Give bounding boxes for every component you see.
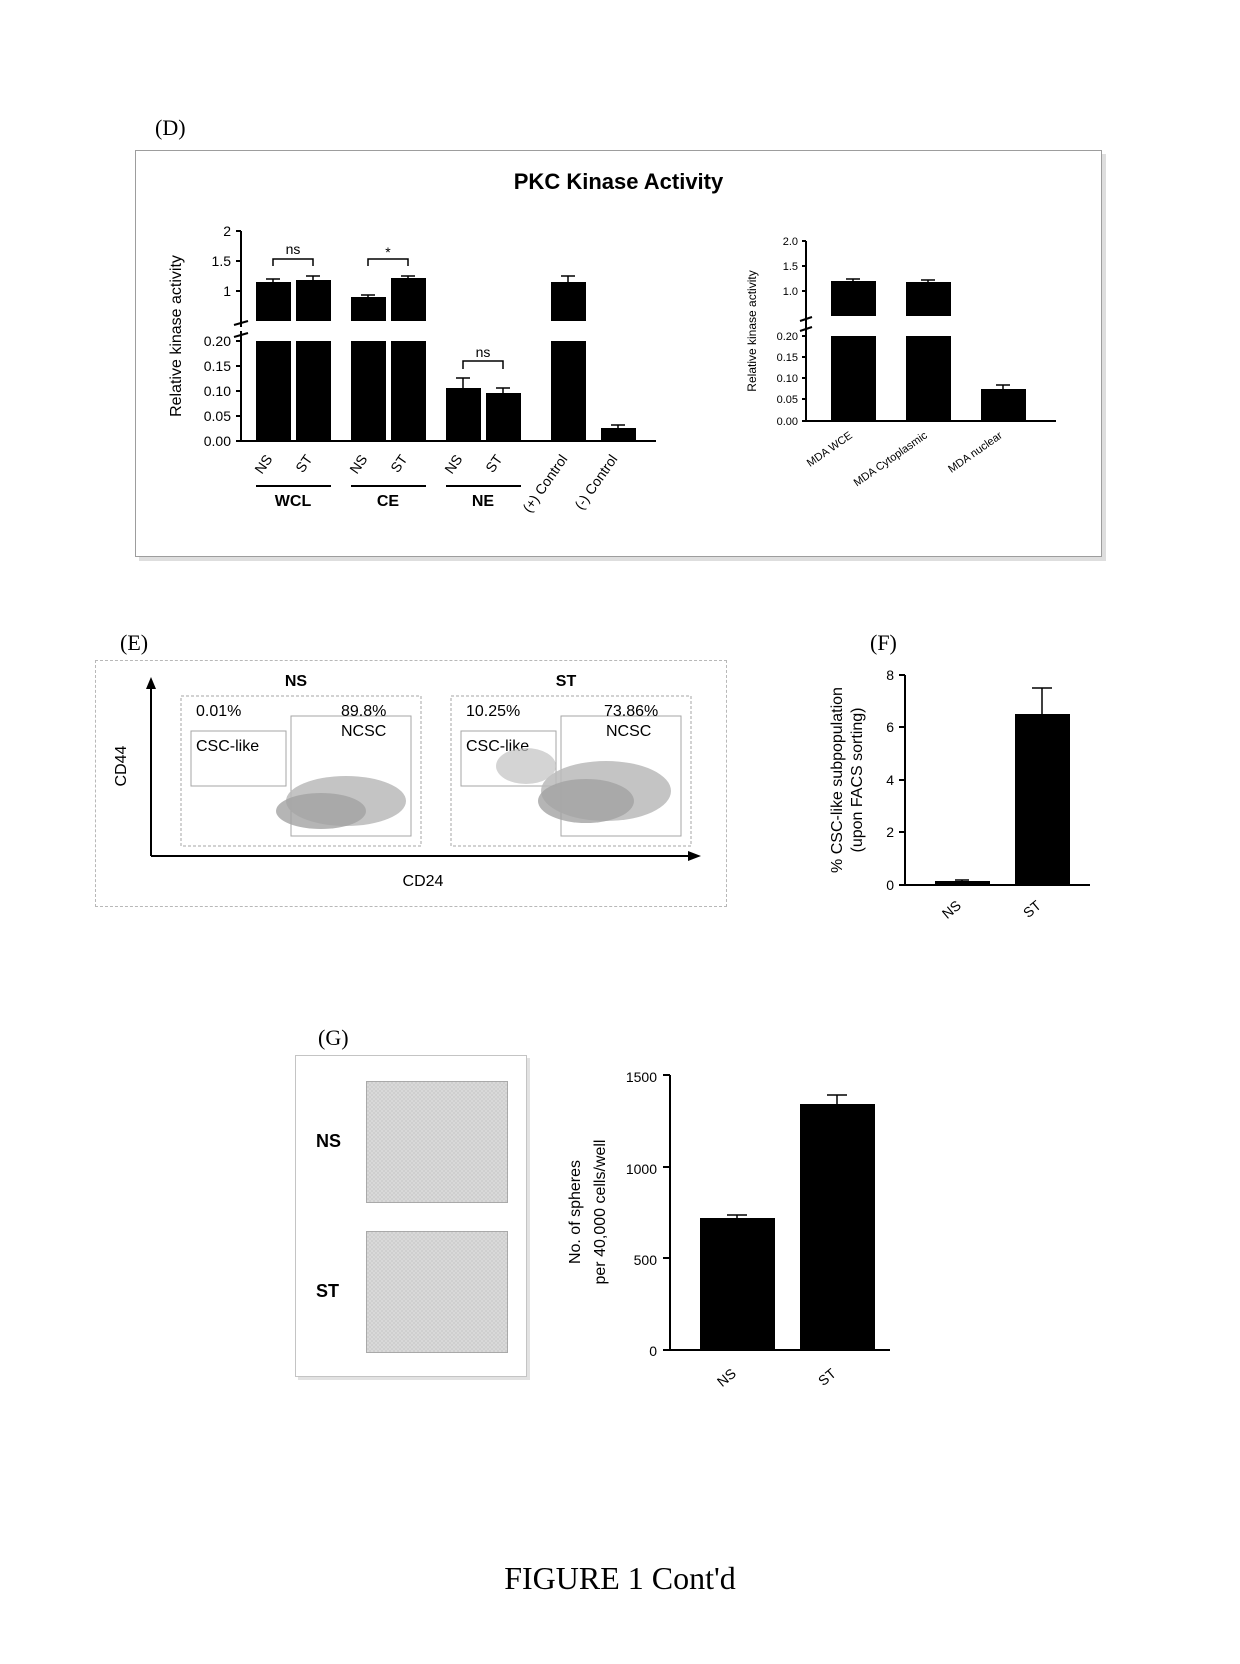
xlab-mda-nuc: MDA nuclear <box>946 429 1005 475</box>
facs-plots: CD44 CD24 NS 0.01% CSC-like 89.8% NCSC S… <box>96 661 726 906</box>
f-ylabel: % CSC-like subpopulation <box>829 687 846 873</box>
micro-ns-label: NS <box>316 1131 341 1152</box>
panel-g-imagebox: NS ST <box>295 1055 527 1377</box>
csc-pct-chart: 0 2 4 6 8 % CSC-like subpopulation (upon… <box>810 655 1120 965</box>
facs-ns-csc-name: CSC-like <box>196 738 259 755</box>
svg-text:2.0: 2.0 <box>783 236 798 248</box>
micro-ns-image <box>366 1081 508 1203</box>
ytick-0.20: 0.20 <box>204 333 231 349</box>
xlab-wcl-st: ST <box>292 451 316 475</box>
g-x-st: ST <box>815 1365 839 1389</box>
sphere-chart: 0 500 1000 1500 No. of spheres per 40,00… <box>550 1050 930 1430</box>
grp-wcl: WCL <box>275 493 312 510</box>
f-ysublabel: (upon FACS sorting) <box>849 708 866 853</box>
xlab-ne-ns: NS <box>441 452 465 477</box>
xlab-ce-ns: NS <box>346 452 370 477</box>
g-ylabel: No. of spheres <box>567 1160 584 1264</box>
facs-ns-csc-pct: 0.01% <box>196 703 241 720</box>
svg-text:0.00: 0.00 <box>777 416 798 428</box>
svg-text:0.05: 0.05 <box>777 394 798 406</box>
facs-st-ncsc-name: NCSC <box>606 723 651 740</box>
panel-d-label: (D) <box>155 115 186 141</box>
ytick-0.05: 0.05 <box>204 408 231 424</box>
xlab-ce-st: ST <box>387 451 411 475</box>
d-left-ylabel: Relative kinase activity <box>168 255 185 417</box>
f-x-st: ST <box>1020 897 1044 921</box>
panel-d-container: PKC Kinase Activity 2 1.5 1 0.20 0.15 0.… <box>135 150 1102 557</box>
xlab-negctrl: (-) Control <box>571 452 620 513</box>
svg-text:0.20: 0.20 <box>777 331 798 343</box>
micro-st-image <box>366 1231 508 1353</box>
svg-text:0: 0 <box>649 1343 657 1359</box>
grp-ce: CE <box>377 493 400 510</box>
ytick-2.0: 2 <box>223 223 231 239</box>
panel-e-container: CD44 CD24 NS 0.01% CSC-like 89.8% NCSC S… <box>95 660 727 907</box>
svg-text:1.0: 1.0 <box>783 286 798 298</box>
svg-text:1500: 1500 <box>626 1069 657 1085</box>
d-right-ylabel: Relative kinase activity <box>745 270 759 391</box>
svg-text:0.10: 0.10 <box>777 373 798 385</box>
ytick-0.10: 0.10 <box>204 383 231 399</box>
panel-f-label: (F) <box>870 630 897 656</box>
f-x-ns: NS <box>939 897 964 922</box>
facs-st-title: ST <box>556 673 577 690</box>
svg-text:1000: 1000 <box>626 1161 657 1177</box>
svg-text:6: 6 <box>886 719 894 735</box>
svg-text:0: 0 <box>886 877 894 893</box>
xlab-mda-wce: MDA WCE <box>805 430 855 470</box>
pkc-left-chart: 2 1.5 1 0.20 0.15 0.10 0.05 0.00 Relativ… <box>156 211 686 551</box>
g-ysublabel: per 40,000 cells/well <box>592 1140 609 1285</box>
annot-ce: * <box>385 244 391 260</box>
facs-ns-title: NS <box>285 673 308 690</box>
panel-e-label: (E) <box>120 630 148 656</box>
annot-ne: ns <box>476 344 491 360</box>
svg-text:8: 8 <box>886 667 894 683</box>
annot-wcl: ns <box>286 241 301 257</box>
xlab-posctrl: (+) Control <box>519 452 570 516</box>
xlab-wcl-ns: NS <box>251 452 275 477</box>
facs-ns-ncsc-pct: 89.8% <box>341 703 386 720</box>
svg-text:2: 2 <box>886 824 894 840</box>
ytick-0.00: 0.00 <box>204 433 231 449</box>
g-x-ns: NS <box>714 1365 739 1390</box>
svg-text:1.5: 1.5 <box>783 261 798 273</box>
ytick-1.0: 1 <box>223 283 231 299</box>
facs-ylabel: CD44 <box>113 745 130 786</box>
svg-text:4: 4 <box>886 772 894 788</box>
facs-xlabel: CD24 <box>403 873 444 890</box>
facs-ns-ncsc-name: NCSC <box>341 723 386 740</box>
figure-caption: FIGURE 1 Cont'd <box>504 1560 736 1597</box>
panel-g-label: (G) <box>318 1025 349 1051</box>
facs-st-csc-pct: 10.25% <box>466 703 520 720</box>
grp-ne: NE <box>472 493 495 510</box>
pkc-right-chart: 2.0 1.5 1.0 0.20 0.15 0.10 0.05 0.00 Rel… <box>736 221 1086 521</box>
ytick-1.5: 1.5 <box>212 253 232 269</box>
svg-text:0.15: 0.15 <box>777 352 798 364</box>
xlab-mda-cyto: MDA Cytoplasmic <box>852 429 930 489</box>
facs-st-ncsc-pct: 73.86% <box>604 703 658 720</box>
ytick-0.15: 0.15 <box>204 358 231 374</box>
panel-d-title: PKC Kinase Activity <box>514 169 723 195</box>
micro-st-label: ST <box>316 1281 339 1302</box>
svg-text:500: 500 <box>634 1252 658 1268</box>
xlab-ne-st: ST <box>482 451 506 475</box>
